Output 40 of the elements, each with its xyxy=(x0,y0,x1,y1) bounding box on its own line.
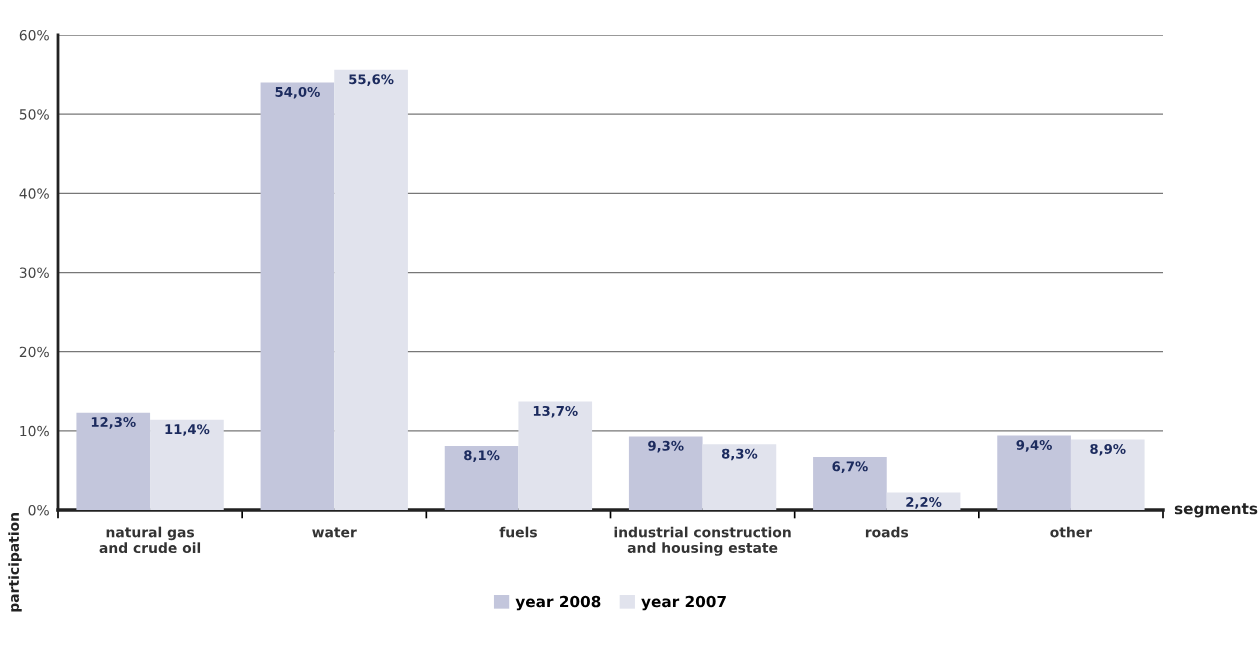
bar xyxy=(1070,439,1145,510)
bar xyxy=(76,412,151,510)
bar xyxy=(813,456,887,510)
bar xyxy=(260,82,335,510)
x-tick-label: other xyxy=(1050,526,1093,538)
x-tick-label: natural gas and crude oil xyxy=(99,526,201,554)
x-tick-label: industrial construction and housing estate xyxy=(614,526,791,556)
bar xyxy=(334,69,408,510)
bar xyxy=(150,419,224,510)
y-axis-title: participation xyxy=(8,513,22,612)
bar xyxy=(628,436,703,510)
y-tick-label: 10% xyxy=(20,425,49,437)
y-tick-label: 20% xyxy=(19,346,49,358)
y-tick-label: 50% xyxy=(19,109,49,120)
x-tick-label: fuels xyxy=(499,526,537,538)
data-label: 6,7% xyxy=(832,461,868,474)
x-axis-title: segments xyxy=(1174,503,1258,518)
data-label: 2,2% xyxy=(906,496,942,509)
data-label: 11,4% xyxy=(165,424,210,436)
y-tick-label: 40% xyxy=(19,188,49,199)
x-tick-label: roads xyxy=(865,526,909,538)
bar xyxy=(702,444,777,510)
data-label: 13,7% xyxy=(533,405,578,418)
data-label: 8,1% xyxy=(464,450,500,462)
data-label: 54,0% xyxy=(275,86,320,99)
bar xyxy=(997,435,1071,510)
y-tick-label: 30% xyxy=(19,267,49,278)
data-label: 12,3% xyxy=(91,417,136,429)
legend-label: year 2008 xyxy=(515,595,601,611)
bar xyxy=(444,445,519,510)
data-label: 55,6% xyxy=(349,74,394,86)
y-tick-label: 60% xyxy=(19,29,49,41)
legend-label: year 2007 xyxy=(641,595,726,611)
data-label: 9,3% xyxy=(648,440,684,453)
x-tick-label: water xyxy=(312,527,357,538)
data-label: 8,9% xyxy=(1090,443,1126,456)
y-tick-label: 0% xyxy=(28,504,49,516)
data-label: 8,3% xyxy=(721,448,758,461)
bar xyxy=(518,401,593,510)
data-label: 9,4% xyxy=(1016,439,1052,452)
